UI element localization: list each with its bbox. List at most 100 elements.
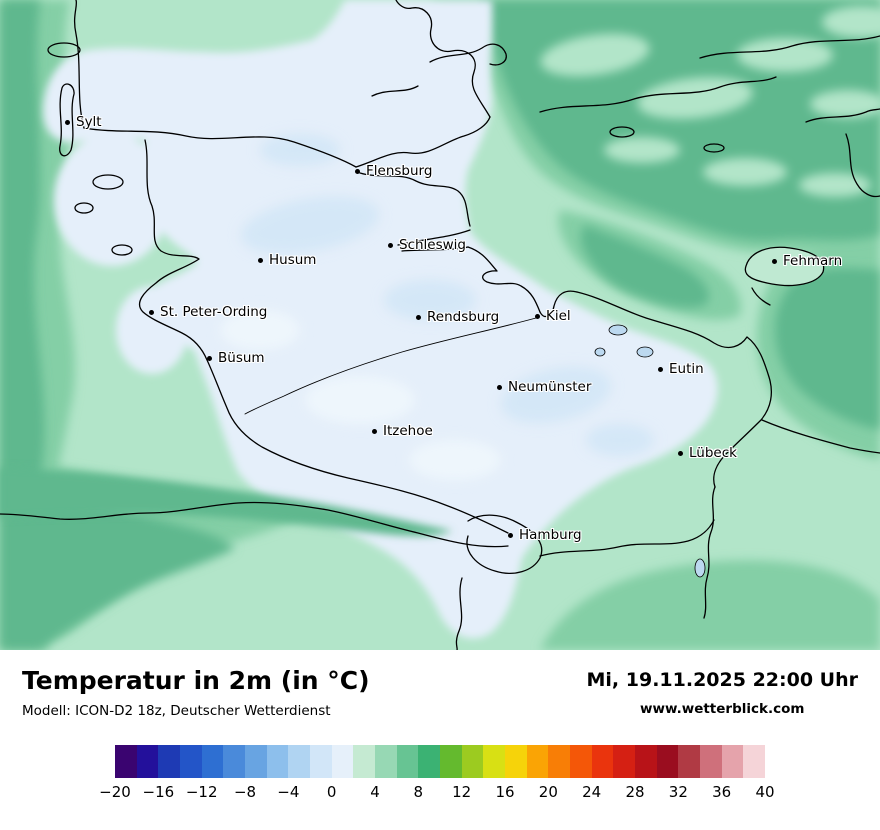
city-label: Neumünster [508, 379, 592, 395]
danish-islands-mild-patches [540, 6, 880, 197]
danish-east-coastline [395, 0, 491, 118]
colorbar-segment [743, 745, 766, 778]
danish-archipelago-1 [539, 76, 777, 113]
colorbar-segment [245, 745, 267, 778]
city-marker-kiel: Kiel [535, 308, 571, 324]
colorbar-segment [266, 745, 289, 778]
colorbar-tick-label: −16 [142, 783, 175, 801]
baltic-coastline-north [359, 172, 471, 227]
city-label: Rendsburg [427, 309, 500, 325]
colorbar-segment [591, 745, 614, 778]
city-dot-icon [658, 366, 663, 372]
cooler-patches [240, 134, 654, 456]
cold-land-layer [43, 0, 718, 639]
info-header-row: Temperatur in 2m (in °C) Modell: ICON-D2… [22, 666, 858, 719]
pellworm-island-outline [111, 244, 133, 256]
colorbar-segment [375, 745, 397, 778]
als-island-outline [429, 43, 507, 66]
temperature-legend: −20 −16 −12 −8 −4 0 4 8 12 16 20 24 28 32 36 40 [99, 745, 775, 805]
colorbar-segment [418, 745, 441, 778]
sylt-island-outline [59, 83, 75, 157]
colorbar-segment [678, 745, 701, 778]
colorbar-segment [201, 745, 224, 778]
colorbar-tick-label: −4 [277, 783, 300, 801]
city-marker-sylt: Sylt [65, 114, 102, 130]
city-marker-rendsburg: Rendsburg [416, 309, 499, 325]
kiel-canal [244, 317, 537, 415]
colorbar-segment [136, 745, 159, 778]
city-marker-b-sum: Büsum [207, 350, 265, 366]
colorbar-tick-label: 24 [582, 783, 602, 801]
german-danish-border [83, 127, 357, 168]
elbe-south-bank [0, 501, 509, 548]
colorbar-segment [331, 745, 354, 778]
city-dot-icon [772, 258, 777, 264]
border-east-of-hamburg [539, 519, 715, 557]
colorbar-segment [613, 745, 636, 778]
colorbar-tick-label: −20 [99, 783, 131, 801]
baltic-coastline-east [576, 291, 748, 349]
model-info: Modell: ICON-D2 18z, Deutscher Wetterdie… [22, 703, 331, 719]
city-label: Fehmarn [783, 253, 843, 269]
langeland-coastline [845, 133, 880, 198]
colorbar-segment [288, 745, 311, 778]
colorbar-segment [656, 745, 679, 778]
colorbar-segment [223, 745, 246, 778]
colorbar-segment [635, 745, 657, 778]
lakes [594, 324, 706, 578]
coldest-patches [220, 310, 501, 480]
city-label: Hamburg [519, 527, 582, 543]
city-dot-icon [355, 168, 360, 174]
coastlines-and-borders [0, 0, 880, 650]
romo-island-outline [47, 42, 81, 58]
lower-saxony-border [455, 577, 463, 650]
map-title: Temperatur in 2m (in °C) [22, 666, 370, 695]
colorbar-segment [396, 745, 419, 778]
fohr-island-outline [92, 174, 124, 190]
colorbar-segment [570, 745, 592, 778]
colorbar-segment [310, 745, 332, 778]
colorbar-segment [505, 745, 527, 778]
city-dot-icon [416, 314, 421, 320]
fehmarn-island-outline [744, 246, 825, 287]
city-label: Eutin [669, 361, 704, 377]
city-label: Itzehoe [383, 423, 433, 439]
website-url: www.wetterblick.com [640, 701, 805, 717]
city-marker-hamburg: Hamburg [508, 527, 582, 543]
colorbar-segment [483, 745, 506, 778]
city-label: Kiel [546, 308, 571, 324]
colorbar-tick-label: 28 [625, 783, 645, 801]
city-dot-icon [388, 242, 393, 248]
colorbar-segment [700, 745, 722, 778]
mecklenburg-border [703, 486, 716, 619]
info-panel: Temperatur in 2m (in °C) Modell: ICON-D2… [0, 650, 880, 805]
colorbar-tick-label: −12 [185, 783, 218, 801]
city-marker-itzehoe: Itzehoe [372, 423, 433, 439]
city-dot-icon [149, 309, 154, 315]
colorbar-tick-label: 12 [452, 783, 472, 801]
colorbar-segment [440, 745, 462, 778]
colorbar-tick-label: 4 [370, 783, 380, 801]
city-dot-icon [535, 313, 540, 319]
city-markers-layer: Sylt Flensburg Husum Schleswig St. Peter-Ord… [65, 114, 842, 543]
city-label: Flensburg [366, 163, 433, 179]
city-label: St. Peter-Ording [160, 304, 268, 320]
colorbar-tick-label: 40 [755, 783, 775, 801]
danish-archipelago-2 [699, 35, 880, 59]
danish-coast-detail [371, 85, 419, 97]
city-dot-icon [508, 532, 513, 538]
datetime-block: Mi, 19.11.2025 22:00 Uhr www.wetterblick… [587, 666, 858, 717]
city-marker-eutin: Eutin [658, 361, 704, 377]
small-island-2 [703, 143, 725, 153]
city-label: Sylt [76, 114, 102, 130]
city-dot-icon [207, 355, 212, 361]
schlei-inlet-north [397, 229, 471, 246]
danish-archipelago-3 [805, 108, 880, 123]
colorbar-segment [721, 745, 744, 778]
city-marker-l-beck: Lübeck [678, 445, 737, 461]
city-marker-fehmarn: Fehmarn [772, 253, 842, 269]
city-dot-icon [258, 257, 263, 263]
city-marker-schleswig: Schleswig [388, 237, 466, 253]
colorbar-segment [353, 745, 376, 778]
